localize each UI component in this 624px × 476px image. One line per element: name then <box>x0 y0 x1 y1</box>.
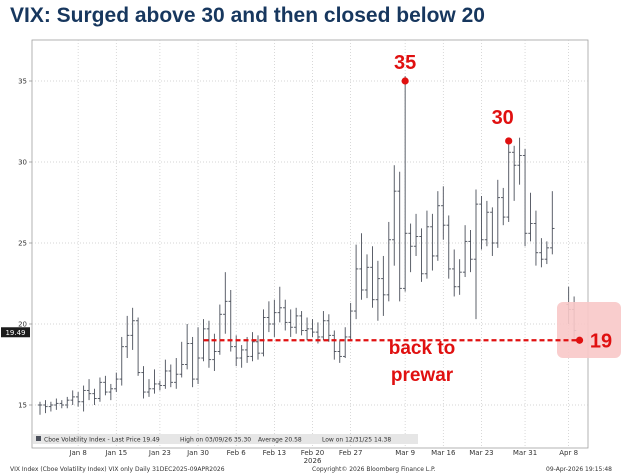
peak-1-marker <box>401 77 409 85</box>
last-price-box <box>1 327 30 338</box>
x-tick-label: Jan 8 <box>68 449 86 457</box>
y-axis: 15 20 25 30 35 19.49 <box>1 78 32 410</box>
ohlc-bars <box>37 76 577 415</box>
x-tick-label: Apr 8 <box>559 449 578 457</box>
x-tick-label: Jan 23 <box>148 449 171 457</box>
legend-background <box>33 434 418 444</box>
y-tick-label: 15 <box>18 402 27 410</box>
current-value-label: 19 <box>590 330 612 352</box>
chart-title: VIX: Surged above 30 and then closed bel… <box>10 4 485 27</box>
x-tick-label: Feb 13 <box>263 449 287 457</box>
current-point-marker <box>575 336 584 344</box>
footer-center: Copyright© 2026 Bloomberg Finance L.P. <box>312 466 436 473</box>
x-tick-label: Jan 30 <box>186 449 209 457</box>
reference-text-line-1: back to <box>389 338 456 359</box>
x-tick-label: Jan 15 <box>104 449 127 457</box>
footer-right: 09-Apr-2026 19:15:48 <box>546 466 612 473</box>
legend-high-label: High on 03/09/26 35.30 <box>180 437 251 444</box>
current-highlight-box <box>557 302 621 358</box>
x-tick-label: Feb 20 <box>301 449 325 457</box>
x-tick-label: Mar 16 <box>431 449 456 457</box>
x-year-label: 2026 <box>304 457 322 465</box>
legend-series-label: Cboe Volatility Index - Last Price 19.49 <box>44 437 160 444</box>
x-axis: Jan 8 Jan 15 Jan 23 Jan 30 Feb 6 Feb 13 Feb 20… <box>68 449 578 465</box>
peak-2-label: 30 <box>492 107 514 129</box>
y-tick-label: 30 <box>18 159 27 167</box>
peak-2-marker <box>505 137 513 145</box>
gridlines <box>32 40 588 448</box>
legend-series-swatch <box>36 436 41 441</box>
x-tick-label: Mar 9 <box>395 449 415 457</box>
legend-average-label: Average 20.58 <box>258 437 302 444</box>
annotations: 19 35 30 back to prewar <box>203 52 621 386</box>
y-tick-label: 20 <box>18 321 27 329</box>
footer-left: VIX Index (Cboe Volatility Index) VIX on… <box>10 466 225 473</box>
peak-1-label: 35 <box>394 52 416 74</box>
last-price-label: 19.49 <box>5 329 25 337</box>
legend-low-label: Low on 12/31/25 14.38 <box>322 437 391 444</box>
legend: Cboe Volatility Index - Last Price 19.49… <box>33 434 418 444</box>
y-tick-label: 25 <box>18 240 27 248</box>
x-tick-label: Feb 27 <box>339 449 363 457</box>
x-tick-label: Mar 23 <box>469 449 493 457</box>
x-tick-label: Mar 31 <box>513 449 537 457</box>
footer: VIX Index (Cboe Volatility Index) VIX on… <box>10 466 612 473</box>
plot-frame <box>31 39 589 449</box>
x-tick-label: Feb 6 <box>227 449 247 457</box>
y-tick-label: 35 <box>18 78 27 86</box>
reference-text-line-2: prewar <box>391 365 454 386</box>
